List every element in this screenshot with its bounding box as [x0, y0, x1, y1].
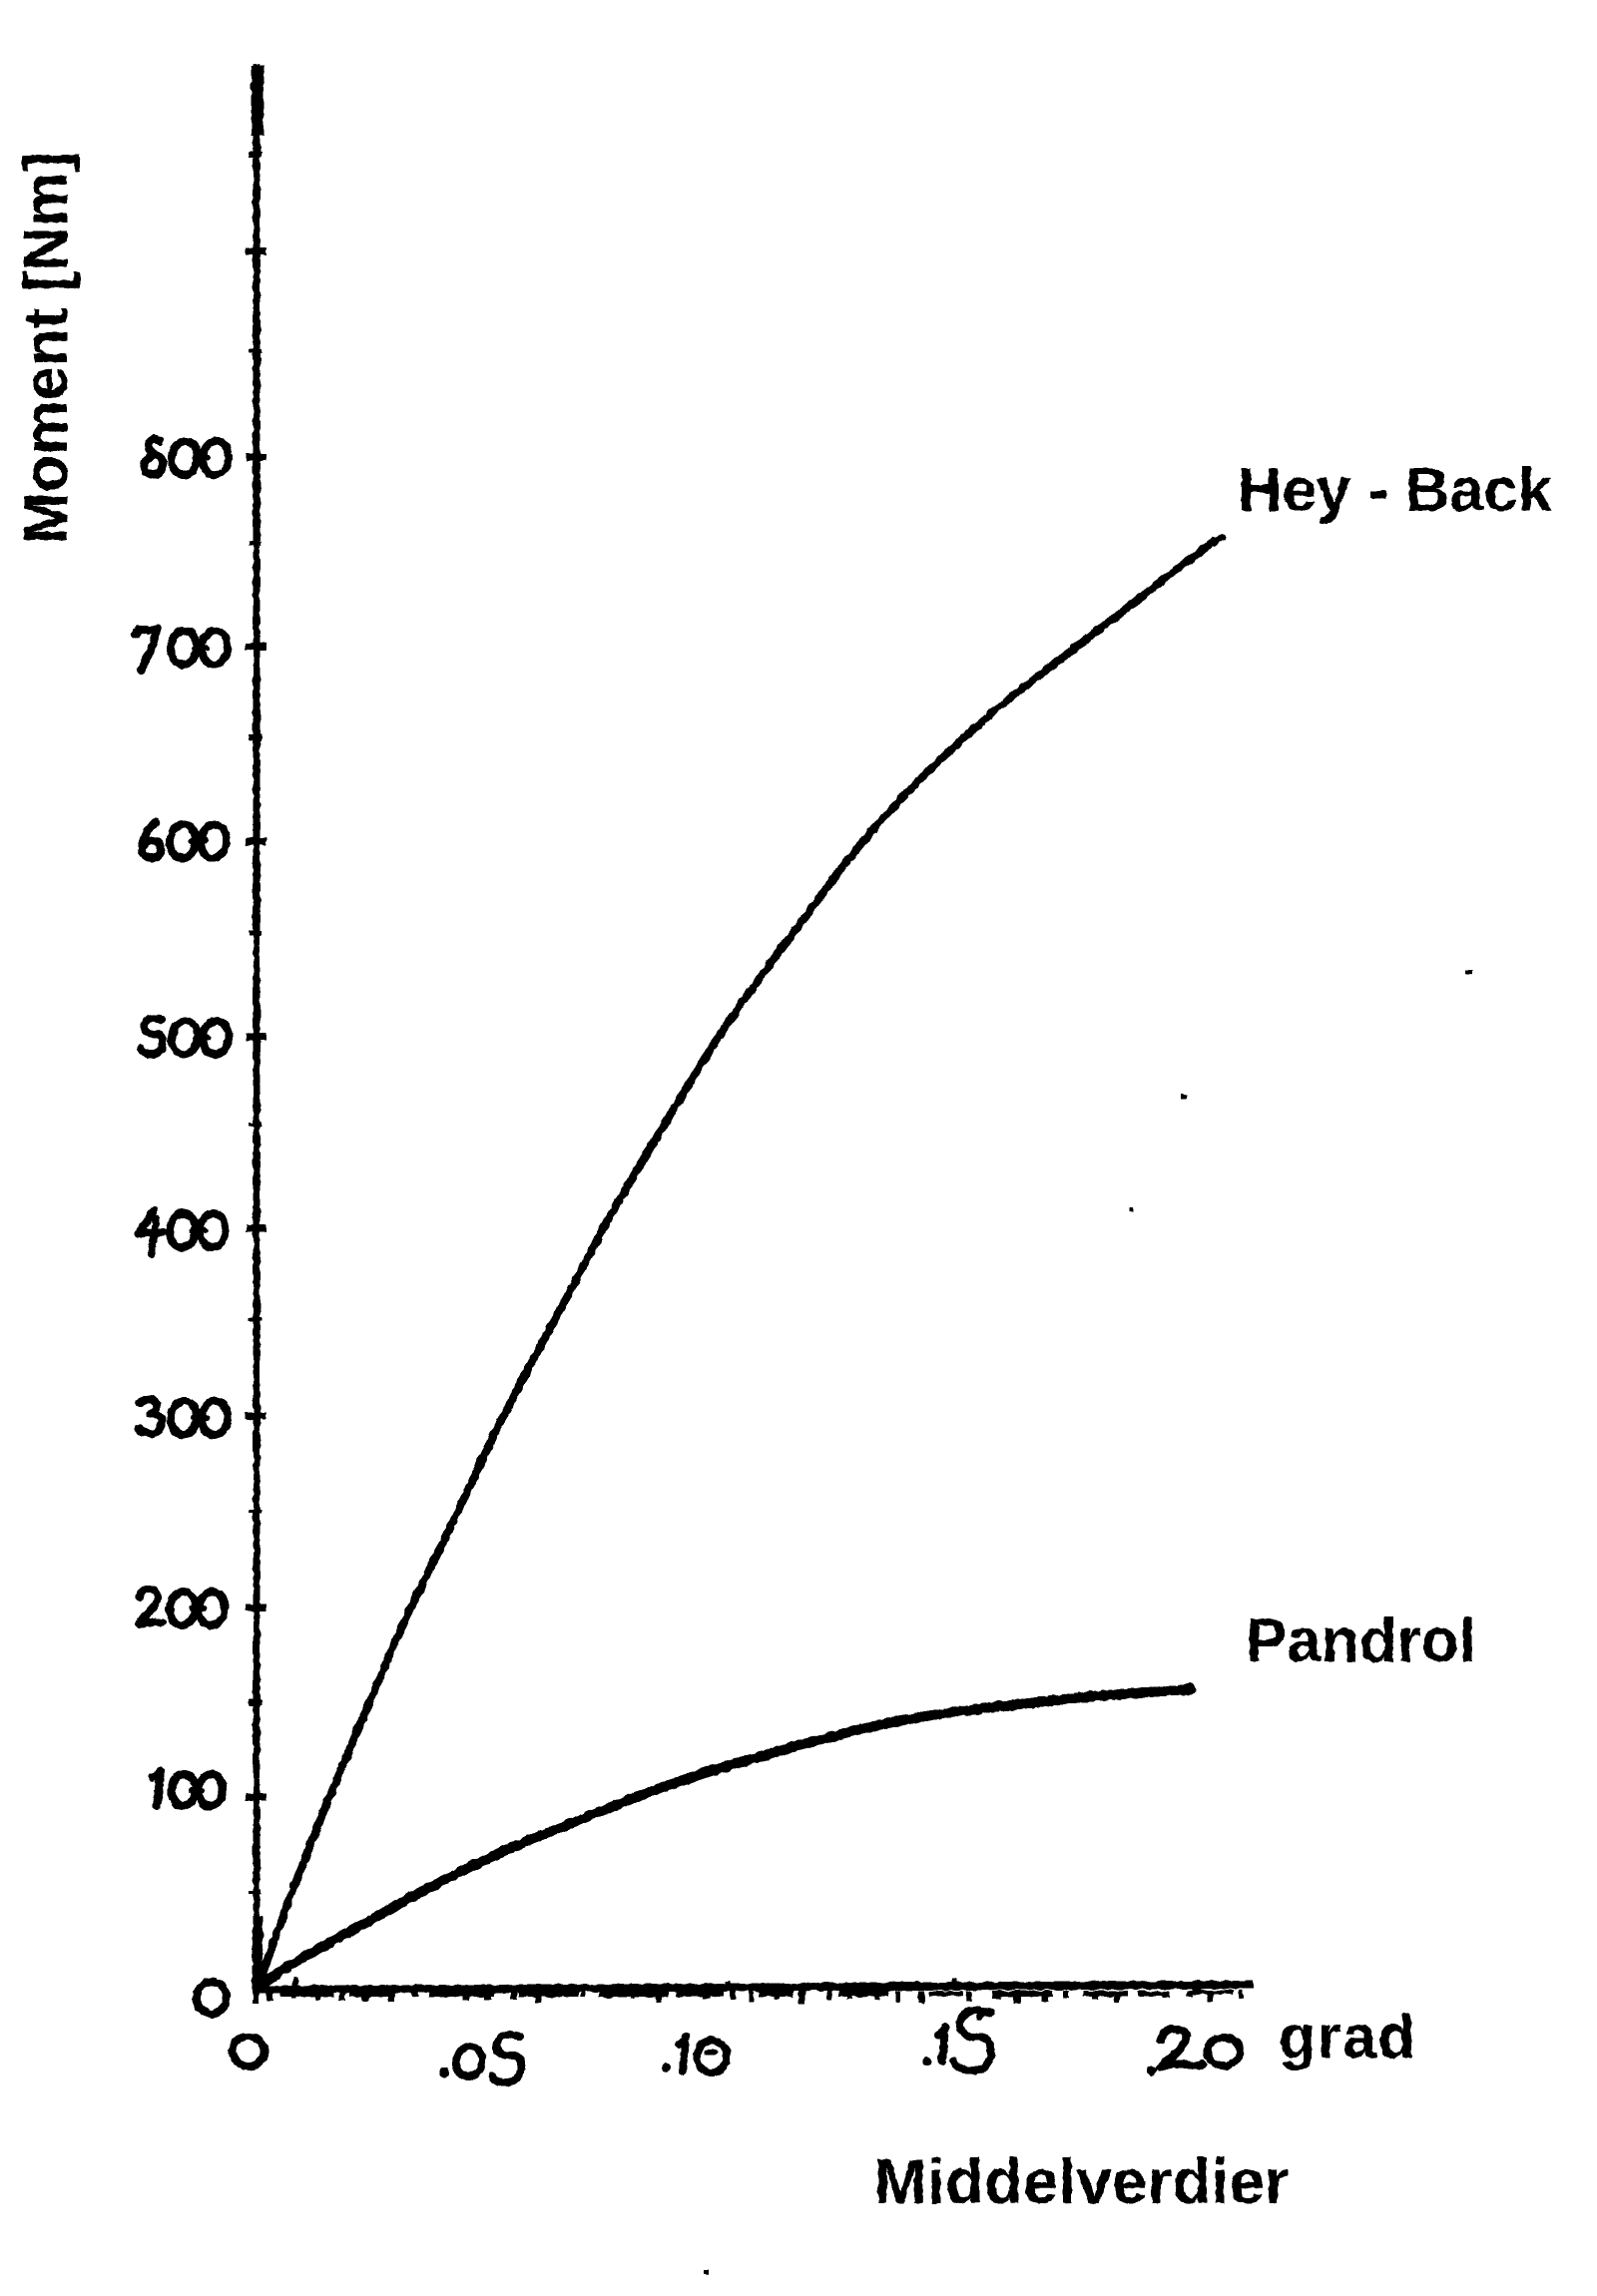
svg-text:Middelverdier: Middelverdier	[874, 2147, 1290, 2217]
svg-text:Moment [Nm]: Moment [Nm]	[12, 152, 81, 544]
svg-text:Hey - Back: Hey - Back	[1238, 456, 1553, 525]
svg-text:grad: grad	[1279, 2003, 1416, 2070]
svg-text:Pandrol: Pandrol	[1246, 1607, 1476, 1675]
